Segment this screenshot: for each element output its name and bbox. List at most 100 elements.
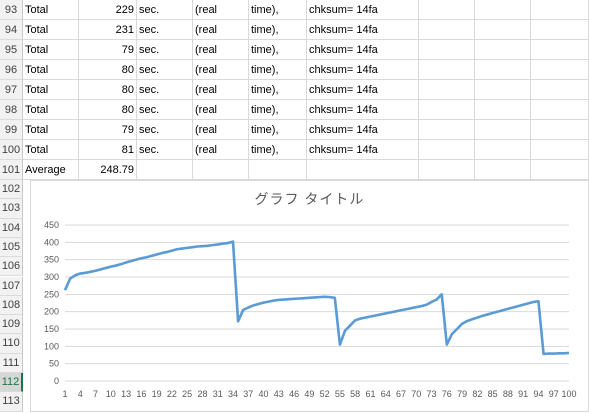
cell[interactable]: chksum= 14fa — [307, 60, 419, 80]
row-header[interactable]: 101 — [0, 160, 23, 180]
cell[interactable]: (real — [193, 60, 249, 80]
cell[interactable]: (real — [193, 0, 249, 20]
cell[interactable]: chksum= 14fa — [307, 40, 419, 60]
cell[interactable] — [531, 100, 589, 120]
cell[interactable]: (real — [193, 120, 249, 140]
cell[interactable] — [307, 160, 419, 180]
cell[interactable]: sec. — [137, 80, 193, 100]
cell[interactable]: time), — [249, 100, 307, 120]
cell[interactable]: 231 — [79, 20, 137, 40]
row-header[interactable]: 94 — [0, 20, 23, 40]
cell[interactable]: Total — [23, 100, 79, 120]
cell[interactable] — [419, 160, 475, 180]
cell[interactable] — [419, 100, 475, 120]
cell[interactable]: 79 — [79, 120, 137, 140]
cell[interactable]: 81 — [79, 140, 137, 160]
cell[interactable] — [419, 40, 475, 60]
row-header[interactable]: 105 — [0, 237, 23, 258]
cell[interactable]: chksum= 14fa — [307, 100, 419, 120]
row-header[interactable]: 93 — [0, 0, 23, 20]
row-header[interactable]: 95 — [0, 40, 23, 60]
cell[interactable]: chksum= 14fa — [307, 0, 419, 20]
cell[interactable] — [475, 20, 531, 40]
cell[interactable] — [531, 40, 589, 60]
cell[interactable]: 79 — [79, 40, 137, 60]
cell[interactable] — [419, 80, 475, 100]
cell[interactable]: sec. — [137, 0, 193, 20]
cell[interactable] — [475, 120, 531, 140]
cell[interactable]: sec. — [137, 140, 193, 160]
cell[interactable] — [475, 160, 531, 180]
cell[interactable]: 80 — [79, 60, 137, 80]
cell[interactable]: 80 — [79, 100, 137, 120]
cell[interactable]: time), — [249, 60, 307, 80]
row-header[interactable]: 104 — [0, 218, 23, 238]
cell[interactable]: Total — [23, 120, 79, 140]
cell[interactable] — [419, 20, 475, 40]
row-header[interactable]: 109 — [0, 315, 23, 335]
cell[interactable]: sec. — [137, 20, 193, 40]
row-header[interactable]: 106 — [0, 257, 23, 277]
row-header[interactable]: 110 — [0, 334, 23, 354]
cell[interactable]: 229 — [79, 0, 137, 20]
cell[interactable]: Average — [23, 160, 79, 180]
row-header[interactable]: 113 — [0, 392, 23, 412]
cell[interactable] — [419, 60, 475, 80]
cell[interactable]: sec. — [137, 60, 193, 80]
cell[interactable]: (real — [193, 100, 249, 120]
row-header[interactable]: 100 — [0, 140, 23, 160]
cell[interactable] — [193, 160, 249, 180]
cell[interactable] — [531, 80, 589, 100]
row-header[interactable]: 103 — [0, 199, 23, 219]
row-header[interactable]: 111 — [0, 353, 23, 373]
cell[interactable] — [249, 160, 307, 180]
cell[interactable]: Total — [23, 40, 79, 60]
cell[interactable]: 248.79 — [79, 160, 137, 180]
cell[interactable] — [475, 0, 531, 20]
cell[interactable]: chksum= 14fa — [307, 120, 419, 140]
row-header[interactable]: 99 — [0, 120, 23, 140]
cell[interactable] — [531, 140, 589, 160]
cell[interactable]: Total — [23, 20, 79, 40]
cell[interactable]: (real — [193, 20, 249, 40]
cell[interactable]: chksum= 14fa — [307, 140, 419, 160]
row-header[interactable]: 107 — [0, 276, 23, 296]
cell[interactable] — [475, 100, 531, 120]
cell[interactable] — [419, 120, 475, 140]
cell[interactable] — [419, 140, 475, 160]
cell[interactable] — [531, 20, 589, 40]
cell[interactable]: time), — [249, 20, 307, 40]
cell[interactable]: Total — [23, 80, 79, 100]
cell[interactable] — [531, 0, 589, 20]
cell[interactable]: Total — [23, 0, 79, 20]
row-header[interactable]: 112 — [0, 373, 23, 393]
row-header[interactable]: 108 — [0, 295, 23, 316]
cell[interactable] — [475, 140, 531, 160]
chart-title[interactable]: グラフ タイトル — [254, 191, 365, 207]
chart-area[interactable]: グラフ タイトル 0 50 100 150 200 250 300 350 400 450 1 4 7 1… — [30, 180, 589, 412]
cell[interactable]: 80 — [79, 80, 137, 100]
cell[interactable]: (real — [193, 80, 249, 100]
cell[interactable]: sec. — [137, 40, 193, 60]
cell[interactable]: (real — [193, 40, 249, 60]
cell[interactable]: time), — [249, 80, 307, 100]
row-header[interactable]: 96 — [0, 60, 23, 80]
cell[interactable]: chksum= 14fa — [307, 20, 419, 40]
row-header[interactable]: 98 — [0, 100, 23, 120]
cell[interactable]: sec. — [137, 120, 193, 140]
cell[interactable] — [531, 160, 589, 180]
cell[interactable]: sec. — [137, 100, 193, 120]
cell[interactable]: chksum= 14fa — [307, 80, 419, 100]
row-header[interactable]: 102 — [0, 180, 23, 200]
cell[interactable]: Total — [23, 60, 79, 80]
cell[interactable] — [419, 0, 475, 20]
cell[interactable]: time), — [249, 140, 307, 160]
cell[interactable]: time), — [249, 40, 307, 60]
cell[interactable] — [531, 60, 589, 80]
cell[interactable]: time), — [249, 0, 307, 20]
cell[interactable]: (real — [193, 140, 249, 160]
cell[interactable]: time), — [249, 120, 307, 140]
cell[interactable]: Total — [23, 140, 79, 160]
cell[interactable] — [475, 60, 531, 80]
row-header[interactable]: 97 — [0, 80, 23, 100]
